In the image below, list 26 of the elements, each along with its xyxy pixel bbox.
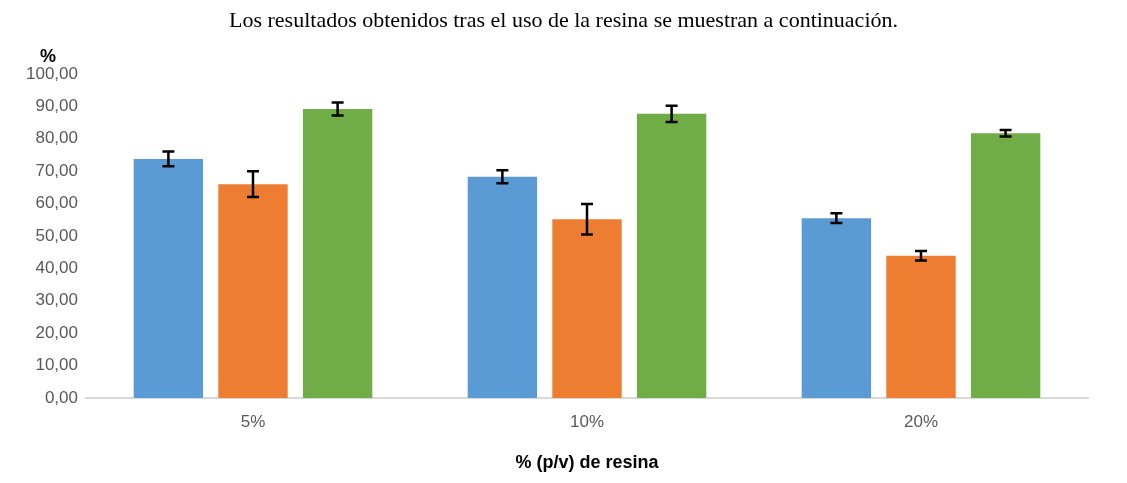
bar xyxy=(801,218,872,398)
chart-title: Los resultados obtenidos tras el uso de la resina se muestran a continuación. xyxy=(228,7,899,34)
x-tick-label: 10% xyxy=(569,411,605,431)
y-tick-label: 100,00 xyxy=(26,63,78,83)
y-tick-label: 90,00 xyxy=(35,96,78,116)
x-tick-label: 5% xyxy=(240,411,266,431)
x-axis-title: % (p/v) de resina xyxy=(515,452,660,473)
x-tick-label: 20% xyxy=(903,411,939,431)
y-tick-label: 80,00 xyxy=(35,128,78,148)
bar xyxy=(218,184,288,398)
y-tick-label: 10,00 xyxy=(35,355,78,375)
bar xyxy=(886,255,956,398)
bar xyxy=(302,108,373,398)
y-tick-label: 50,00 xyxy=(35,225,78,245)
y-tick-label: 70,00 xyxy=(35,160,78,180)
y-axis-title: % xyxy=(39,45,57,66)
bar xyxy=(467,176,538,398)
bar xyxy=(552,219,622,398)
bar xyxy=(970,133,1041,398)
y-tick-label: 60,00 xyxy=(35,193,78,213)
y-tick-label: 40,00 xyxy=(35,258,78,278)
bar xyxy=(636,113,707,398)
y-tick-label: 30,00 xyxy=(35,290,78,310)
y-tick-label: 20,00 xyxy=(35,322,78,342)
y-tick-label: 0,00 xyxy=(44,387,78,407)
bar xyxy=(133,158,204,398)
